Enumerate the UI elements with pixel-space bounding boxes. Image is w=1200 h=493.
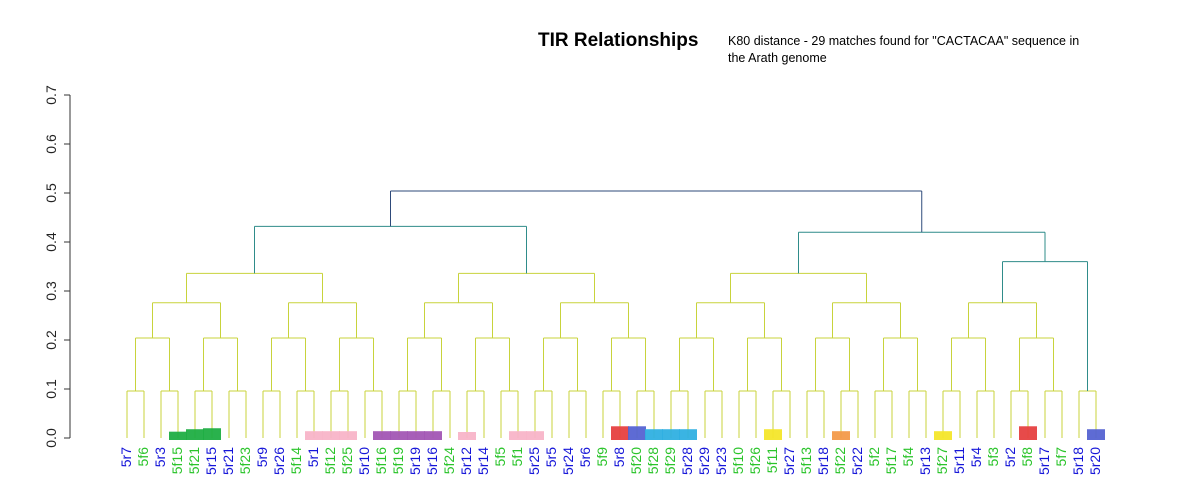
chart-subtitle: K80 distance - 29 matches found for "CAC… [728, 34, 1080, 65]
cluster-mark [934, 431, 952, 440]
y-tick-label: 0.6 [43, 134, 59, 154]
leaf-label: 5f6 [135, 447, 151, 467]
leaf-label: 5f9 [594, 447, 610, 467]
leaf-label: 5f21 [186, 447, 202, 474]
leaf-label: 5r19 [407, 447, 423, 475]
cluster-mark [390, 431, 408, 440]
leaf-label: 5f20 [628, 447, 644, 474]
leaf-label: 5r15 [203, 447, 219, 475]
leaf-label: 5f26 [747, 447, 763, 474]
leaf-label: 5f16 [373, 447, 389, 474]
leaf-label: 5r24 [560, 447, 576, 475]
leaf-label: 5f24 [441, 447, 457, 474]
leaf-label: 5f25 [339, 447, 355, 474]
leaf-label: 5r25 [526, 447, 542, 475]
leaf-label: 5f19 [390, 447, 406, 474]
leaf-label: 5r7 [118, 447, 134, 467]
y-tick-label: 0.1 [43, 379, 59, 399]
leaf-label: 5f1 [509, 447, 525, 467]
leaf-label: 5r10 [356, 447, 372, 475]
leaf-label: 5r2 [1002, 447, 1018, 467]
leaf-labels: 5r7 5f6 5r3 5f15 5f21 5r15 5r21 5f23 5r9 5r26 5f14… [118, 447, 1103, 475]
leaf-label: 5r8 [611, 447, 627, 467]
leaf-label: 5f3 [985, 447, 1001, 467]
leaf-label: 5f28 [645, 447, 661, 474]
leaf-label: 5r14 [475, 447, 491, 475]
leaf-label: 5r6 [577, 447, 593, 467]
leaf-label: 5f23 [237, 447, 253, 474]
y-tick-label: 0.7 [43, 85, 59, 105]
leaf-label: 5r9 [254, 447, 270, 467]
cluster-mark [407, 431, 425, 440]
leaf-label: 5r16 [424, 447, 440, 475]
leaf-label: 5r17 [1036, 447, 1052, 475]
leaf-label: 5f10 [730, 447, 746, 474]
leaf-label: 5f5 [492, 447, 508, 467]
leaf-label: 5f4 [900, 447, 916, 467]
cluster-mark [186, 429, 204, 440]
leaf-label: 5r4 [968, 447, 984, 467]
leaf-label: 5f2 [866, 447, 882, 467]
cluster-mark [203, 428, 221, 440]
y-tick-label: 0.4 [43, 232, 59, 252]
chart-title: TIR Relationships [538, 30, 699, 51]
leaf-label: 5f15 [169, 447, 185, 474]
leaf-label: 5f7 [1053, 447, 1069, 467]
leaf-label: 5f29 [662, 447, 678, 474]
leaf-label: 5r20 [1087, 447, 1103, 475]
leaf-label: 5f13 [798, 447, 814, 474]
leaf-label: 5r11 [951, 447, 967, 474]
leaf-label: 5r28 [679, 447, 695, 475]
leaf-label: 5r29 [696, 447, 712, 475]
cluster-mark [1087, 429, 1105, 440]
cluster-mark [832, 431, 850, 440]
y-axis: 0.0 0.1 0.2 0.3 0.4 0.5 0.6 0.7 [43, 85, 71, 448]
cluster-mark [424, 431, 442, 440]
leaf-label: 5r18 [1070, 447, 1086, 475]
cluster-mark [458, 432, 476, 440]
leaf-label: 5r26 [271, 447, 287, 475]
leaf-label: 5f11 [764, 447, 780, 473]
leaf-label: 5f22 [832, 447, 848, 474]
cluster-mark [169, 431, 187, 440]
cluster-mark [339, 431, 357, 440]
cluster-mark [1019, 426, 1037, 440]
cluster-mark [322, 431, 340, 440]
leaf-label: 5f8 [1019, 447, 1035, 467]
leaf-label: 5f17 [883, 447, 899, 474]
leaf-label: 5r22 [849, 447, 865, 475]
cluster-mark [373, 431, 391, 440]
leaf-label: 5r3 [152, 447, 168, 467]
cluster-marks [169, 426, 1105, 440]
leaf-label: 5f14 [288, 447, 304, 474]
cluster-mark [628, 426, 646, 440]
leaf-label: 5f27 [934, 447, 950, 474]
leaf-label: 5r23 [713, 447, 729, 475]
leaf-label: 5r18 [815, 447, 831, 475]
dendrogram-branches [126, 190, 1097, 438]
y-tick-label: 0.5 [43, 183, 59, 203]
leaf-label: 5r12 [458, 447, 474, 475]
leaf-label: 5f12 [322, 447, 338, 474]
cluster-mark [679, 429, 697, 440]
leaf-label: 5r13 [917, 447, 933, 475]
leaf-label: 5r21 [220, 447, 236, 475]
cluster-mark [611, 426, 629, 440]
leaf-label: 5r1 [305, 447, 321, 467]
leaf-label: 5r5 [543, 447, 559, 467]
cluster-mark [764, 429, 782, 440]
cluster-mark [305, 431, 323, 440]
y-tick-label: 0.0 [43, 428, 59, 448]
cluster-mark [509, 431, 527, 440]
cluster-mark [526, 431, 544, 440]
y-tick-label: 0.2 [43, 330, 59, 350]
cluster-mark [662, 429, 680, 440]
leaf-label: 5r27 [781, 447, 797, 475]
y-tick-label: 0.3 [43, 281, 59, 301]
cluster-mark [645, 429, 663, 440]
